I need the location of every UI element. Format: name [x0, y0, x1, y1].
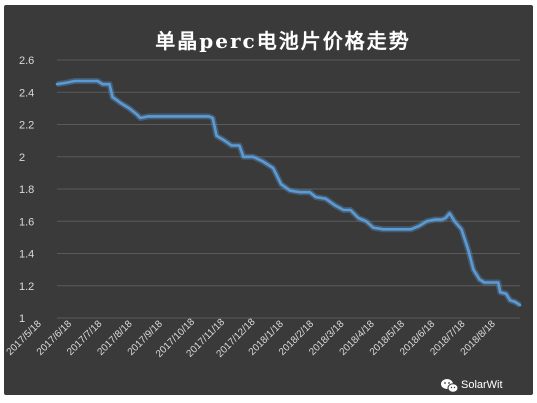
series-group [55, 78, 522, 308]
watermark-label: SolarWit [461, 379, 503, 391]
y-tick-label: 1 [19, 313, 25, 325]
plot-background [4, 5, 533, 395]
y-tick-label: 2.6 [19, 55, 34, 67]
y-tick-label: 1.6 [19, 216, 34, 228]
wechat-icon [441, 379, 459, 393]
y-tick-label: 2.4 [19, 87, 34, 99]
watermark: SolarWit [441, 379, 503, 393]
chart-title: 单晶perc电池片价格走势 [155, 29, 410, 53]
y-tick-label: 2 [19, 152, 25, 164]
y-tick-label: 1.4 [19, 249, 34, 261]
y-axis-ticks: 2.6 2.4 2.2 2 1.8 1.6 1.4 1.2 1 [19, 55, 34, 325]
y-tick-label: 1.2 [19, 281, 34, 293]
y-tick-label: 1.8 [19, 184, 34, 196]
y-tick-label: 2.2 [19, 120, 34, 132]
